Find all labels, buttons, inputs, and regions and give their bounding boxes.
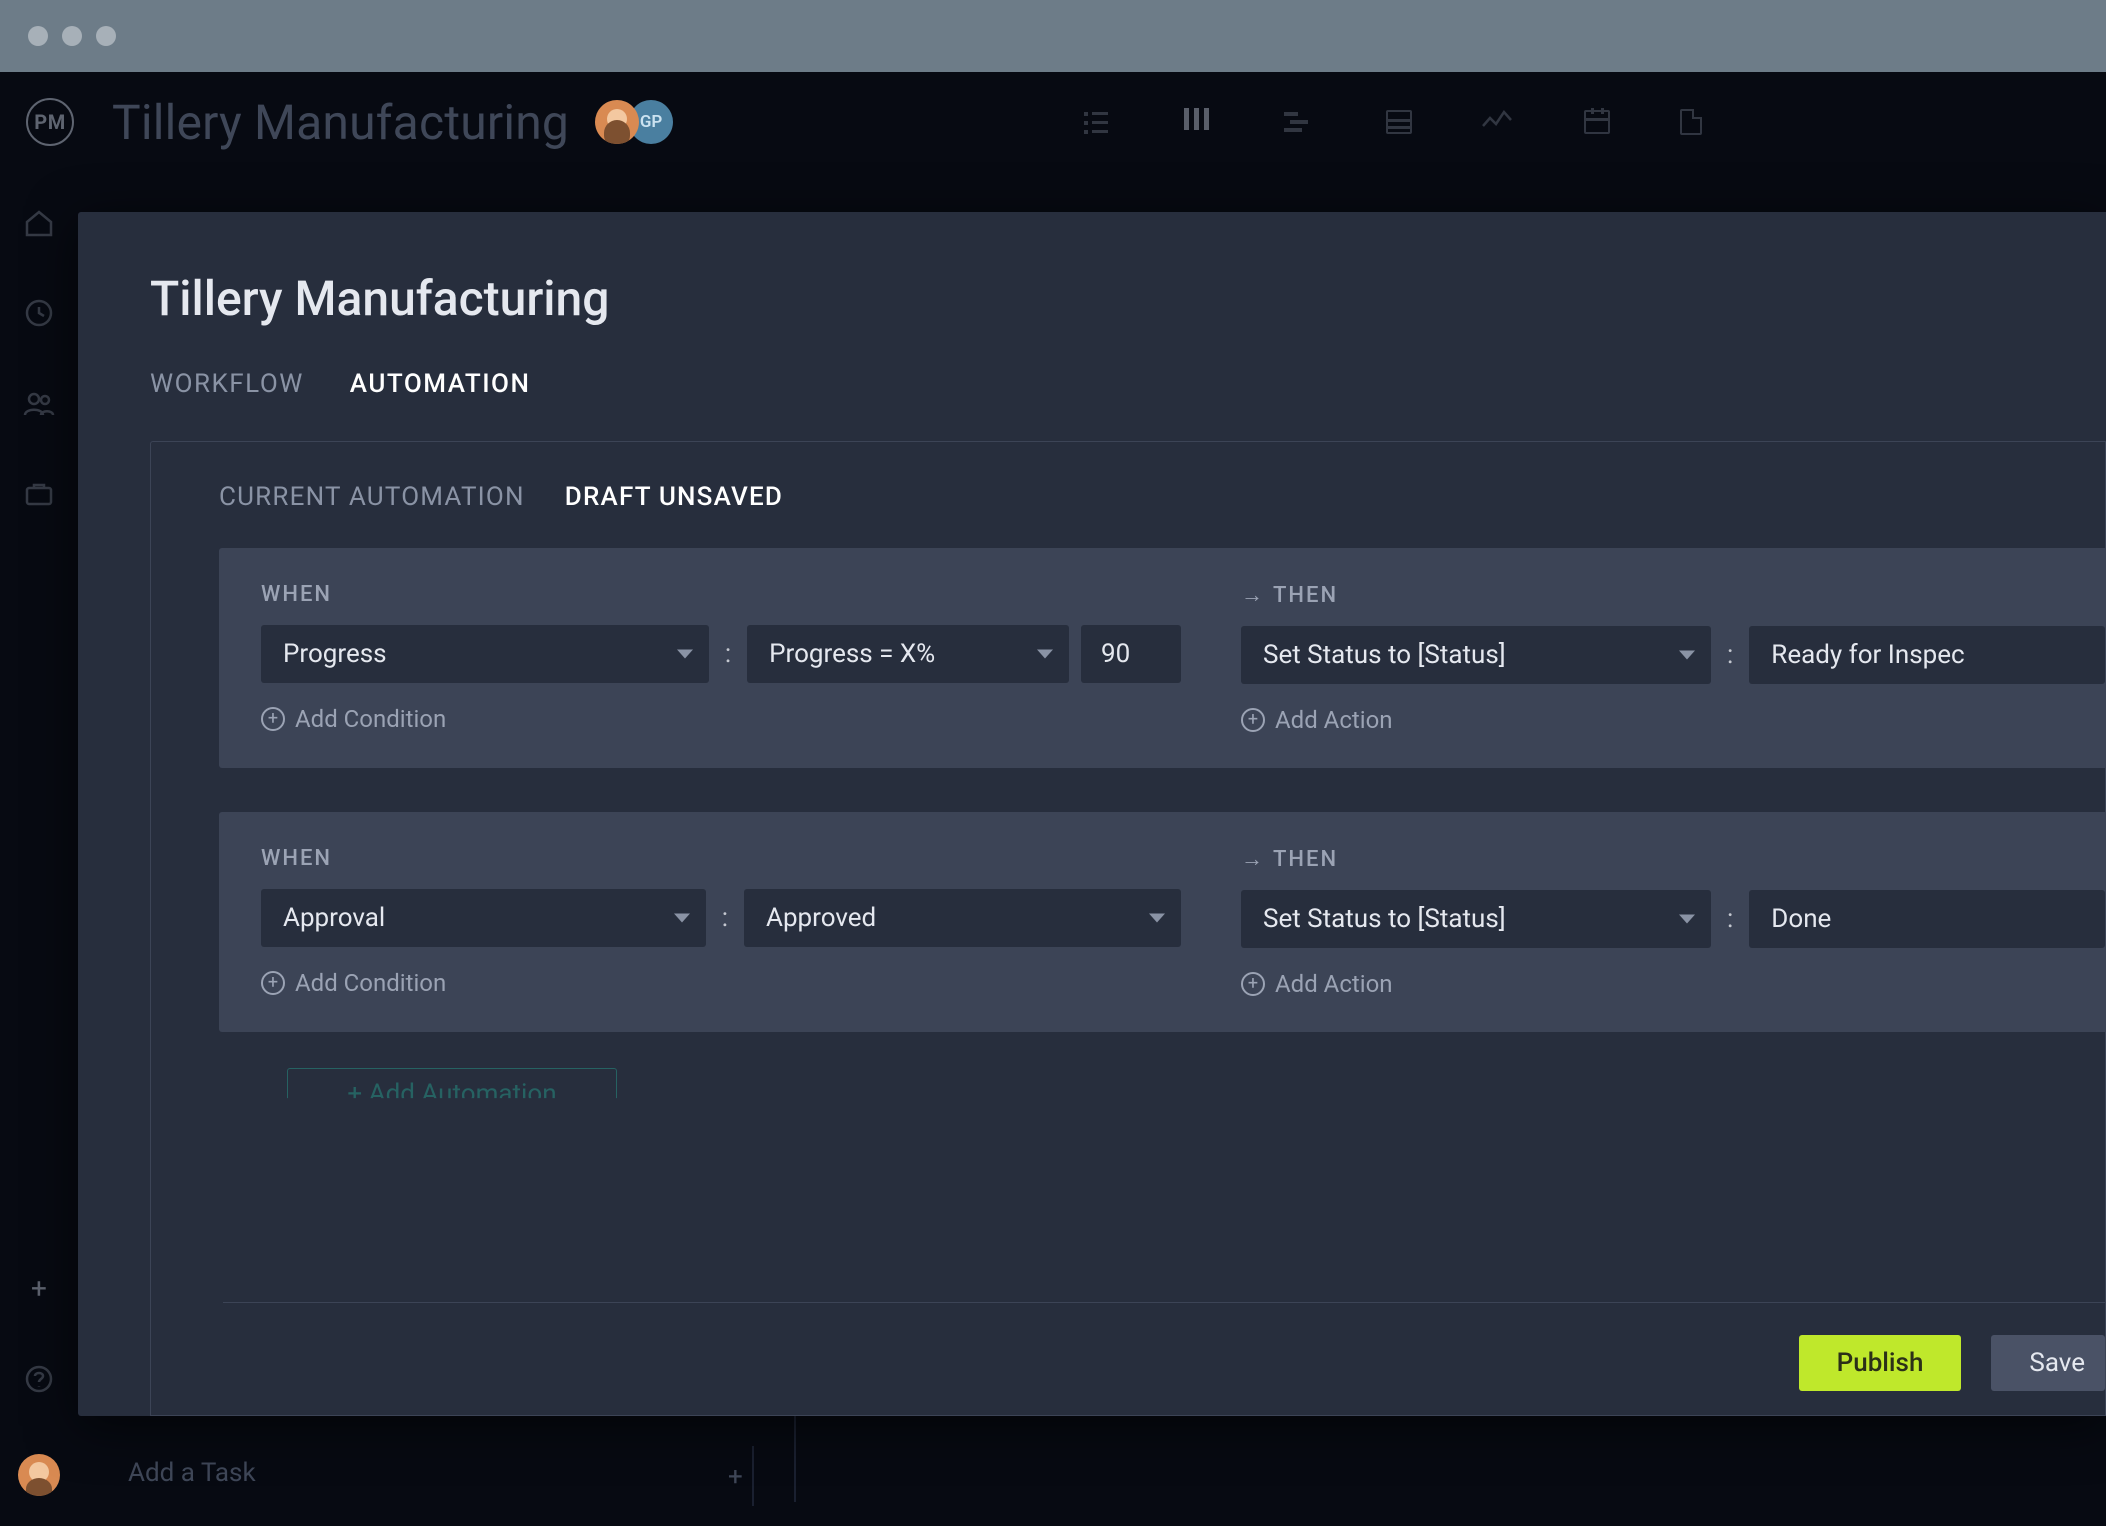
separator: : [721, 639, 735, 669]
automation-rule: WHEN Progress : Progress = X% +Add Condi… [219, 548, 2105, 768]
separator: : [718, 903, 732, 933]
then-column: → THEN Set Status to [Status] : Ready for… [1241, 582, 2105, 734]
then-controls: Set Status to [Status] : Done [1241, 890, 2105, 948]
panel-footer: Publish Save [223, 1302, 2105, 1415]
when-label: WHEN [261, 582, 332, 607]
arrow-icon: → [1241, 846, 1263, 872]
when-controls: Progress : Progress = X% [261, 625, 1181, 683]
tab-automation[interactable]: AUTOMATION [350, 369, 531, 399]
chart-view-icon[interactable] [1482, 108, 1514, 136]
subtab-current[interactable]: CURRENT AUTOMATION [219, 482, 525, 512]
app-header: PM Tillery Manufacturing GP [0, 72, 2106, 172]
add-condition-link[interactable]: +Add Condition [261, 969, 1181, 997]
user-avatar[interactable] [18, 1454, 60, 1496]
recent-icon[interactable] [23, 298, 55, 328]
tab-workflow[interactable]: WORKFLOW [150, 369, 304, 399]
view-switcher [1080, 72, 1702, 172]
add-task-bg[interactable]: Add a Task [128, 1458, 256, 1488]
automation-rule: WHEN Approval : Approved +Add Condition … [219, 812, 2105, 1032]
board-view-icon[interactable] [1182, 108, 1214, 136]
action-value-select[interactable]: Ready for Inspec [1749, 626, 2105, 684]
then-label: THEN [1273, 583, 1338, 608]
divider [794, 1416, 796, 1502]
gantt-view-icon[interactable] [1284, 108, 1316, 136]
when-column: WHEN Approval : Approved +Add Condition [261, 846, 1181, 998]
project-title-bg: Tillery Manufacturing [112, 94, 569, 151]
help-icon[interactable] [23, 1364, 55, 1394]
add-condition-link[interactable]: +Add Condition [261, 705, 1181, 733]
when-controls: Approval : Approved [261, 889, 1181, 947]
when-column: WHEN Progress : Progress = X% +Add Condi… [261, 582, 1181, 734]
list-view-icon[interactable] [1080, 108, 1112, 136]
publish-button[interactable]: Publish [1799, 1335, 1962, 1391]
separator: : [1723, 904, 1737, 934]
team-icon[interactable] [23, 388, 55, 418]
trigger-operator-select[interactable]: Approved [744, 889, 1181, 947]
then-controls: Set Status to [Status] : Ready for Inspe… [1241, 626, 2105, 684]
left-rail: + [0, 172, 78, 1526]
portfolio-icon[interactable] [23, 478, 55, 508]
automation-content: CURRENT AUTOMATION DRAFT UNSAVED WHEN Pr… [150, 441, 2106, 1416]
panel-tabs: WORKFLOW AUTOMATION [150, 369, 2034, 399]
action-value-select[interactable]: Done [1749, 890, 2105, 948]
add-action-link[interactable]: +Add Action [1241, 970, 2105, 998]
member-avatars[interactable]: GP [595, 100, 673, 144]
panel-title: Tillery Manufacturing [150, 270, 2034, 327]
action-select[interactable]: Set Status to [Status] [1241, 890, 1711, 948]
save-button[interactable]: Save [1991, 1335, 2105, 1391]
traffic-light-minimize[interactable] [62, 26, 82, 46]
traffic-light-close[interactable] [28, 26, 48, 46]
trigger-operator-select[interactable]: Progress = X% [747, 625, 1069, 683]
then-label: THEN [1273, 847, 1338, 872]
calendar-view-icon[interactable] [1584, 110, 1610, 134]
avatar[interactable] [595, 100, 639, 144]
trigger-field-select[interactable]: Progress [261, 625, 709, 683]
add-icon[interactable]: + [23, 1274, 55, 1304]
then-column: → THEN Set Status to [Status] : Done +Add… [1241, 846, 2105, 998]
trigger-value-input[interactable] [1081, 625, 1181, 683]
add-task-plus-icon[interactable]: + [728, 1462, 743, 1492]
table-view-icon[interactable] [1386, 110, 1412, 134]
add-automation-button[interactable]: + Add Automation [287, 1068, 617, 1120]
automation-panel: Tillery Manufacturing WORKFLOW AUTOMATIO… [78, 212, 2106, 1416]
automation-subtabs: CURRENT AUTOMATION DRAFT UNSAVED [151, 442, 2105, 548]
files-view-icon[interactable] [1680, 109, 1702, 135]
home-icon[interactable] [23, 208, 55, 238]
rules-list: WHEN Progress : Progress = X% +Add Condi… [151, 548, 2105, 1302]
action-select[interactable]: Set Status to [Status] [1241, 626, 1711, 684]
app-logo[interactable]: PM [26, 98, 74, 146]
window-chrome [0, 0, 2106, 72]
traffic-light-zoom[interactable] [96, 26, 116, 46]
when-label: WHEN [261, 846, 332, 871]
subtab-draft[interactable]: DRAFT UNSAVED [565, 482, 783, 512]
add-action-link[interactable]: +Add Action [1241, 706, 2105, 734]
app-background: PM Tillery Manufacturing GP + Add a Task… [0, 72, 2106, 1526]
separator: : [1723, 640, 1737, 670]
panel-header: Tillery Manufacturing WORKFLOW AUTOMATIO… [78, 212, 2106, 399]
trigger-field-select[interactable]: Approval [261, 889, 706, 947]
arrow-icon: → [1241, 582, 1263, 608]
divider [752, 1446, 754, 1506]
